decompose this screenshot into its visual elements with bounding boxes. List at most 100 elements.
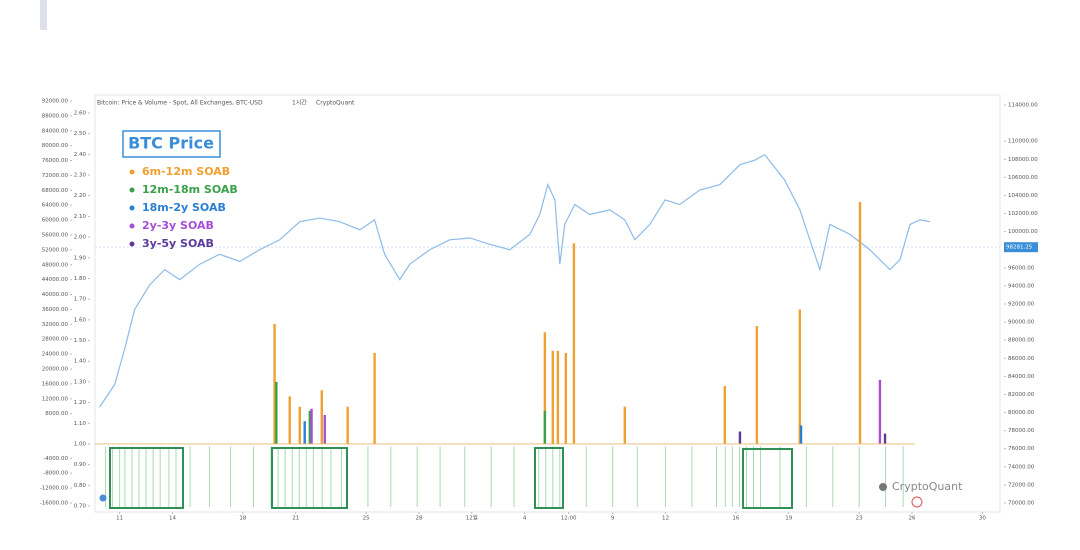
soab-bar [551, 350, 554, 444]
yticks-label: 1.90 [74, 255, 87, 261]
x-tick-label: 18 [239, 516, 246, 522]
x-tick-label: 26 [908, 516, 915, 522]
replay-icon [911, 496, 923, 508]
y3ticks-label: 84000.00 [42, 128, 69, 134]
soab-bar [320, 390, 323, 444]
soab-bar [373, 352, 376, 444]
watermark-logo [879, 483, 887, 491]
soab-bar [310, 408, 313, 444]
y3ticks-label: -12000.00 [40, 486, 69, 492]
yticks-label: 1.10 [74, 421, 87, 427]
soab-bar [858, 201, 862, 444]
y3ticks-label: 8000.00 [45, 411, 68, 417]
soab-bar [298, 406, 301, 444]
legend-label: 18m-2y SOAB [142, 201, 226, 214]
highlight-box [742, 448, 793, 509]
yticks-label: 2.20 [74, 193, 87, 199]
x-tick-label: 16 [732, 516, 739, 522]
y3ticks-label: 80000.00 [42, 143, 69, 149]
x-tick-label: 12:00 [561, 516, 577, 522]
last-price-label: 98281.25 [1006, 245, 1033, 251]
yticks-label: 1.40 [74, 359, 87, 365]
y2ticks-label: 90000.00 [1008, 320, 1035, 326]
y2ticks-label: 104000.00 [1008, 193, 1038, 199]
soab-bar [543, 410, 547, 444]
soab-bar [883, 433, 887, 444]
legend-dot [129, 169, 135, 175]
x-tick-label: 14 [169, 516, 176, 522]
y2ticks-label: 94000.00 [1008, 283, 1035, 289]
x-tick-label: 11 [116, 516, 123, 522]
y2ticks-label: 96000.00 [1008, 265, 1035, 271]
soab-bar [275, 381, 278, 444]
chart-source: CryptoQuant [316, 100, 355, 107]
y2ticks-label: 106000.00 [1008, 175, 1038, 181]
legend-dot [129, 241, 135, 247]
y2ticks-label: 78000.00 [1008, 428, 1035, 434]
yticks-label: 2.30 [74, 173, 87, 179]
highlight-box [534, 447, 564, 509]
yticks-label: 1.50 [74, 338, 87, 344]
soab-bar [623, 406, 626, 444]
soab-bar [556, 350, 560, 444]
soab-bar [572, 243, 576, 444]
yticks-label: 0.70 [74, 504, 87, 510]
x-tick-label: 19 [785, 516, 792, 522]
yticks-label: 1.60 [74, 317, 87, 323]
yticks-label: 2.60 [74, 111, 87, 117]
soab-bar [798, 309, 802, 444]
x-tick-label: 21 [292, 516, 299, 522]
y3ticks-label: 28000.00 [42, 337, 69, 343]
yticks-label: 2.00 [74, 235, 87, 241]
y3ticks-label: 76000.00 [42, 158, 69, 164]
x-tick-label: 4 [523, 516, 527, 522]
chart-subtitle: 1시간 [292, 99, 307, 107]
y3ticks-label: 68000.00 [42, 188, 69, 194]
y3ticks-label: 48000.00 [42, 262, 69, 268]
y3ticks-label: -8000.00 [43, 471, 68, 477]
soab-bar [303, 421, 306, 444]
x-tick-label: 9 [611, 516, 615, 522]
y3ticks-label: 24000.00 [42, 352, 69, 358]
yticks-label: 2.10 [74, 214, 87, 220]
y3ticks-label: 32000.00 [42, 322, 69, 328]
legend-title: BTC Price [128, 134, 214, 153]
yticks-label: 1.30 [74, 379, 87, 385]
legend-label: 2y-3y SOAB [142, 219, 214, 232]
y2ticks-label: 100000.00 [1008, 229, 1038, 235]
y2ticks-label: 80000.00 [1008, 410, 1035, 416]
x-tick-label: 12 [662, 516, 669, 522]
price-line [99, 153, 931, 408]
cloud-icon [99, 494, 107, 502]
legend-dot [129, 187, 135, 193]
y2ticks-label: 86000.00 [1008, 356, 1035, 362]
soab-bar [564, 352, 568, 444]
yticks-label: 1.70 [74, 297, 87, 303]
x-tick-label: 12월 [466, 514, 478, 522]
y2ticks-label: 102000.00 [1008, 211, 1038, 217]
x-tick-label: 30 [979, 516, 986, 522]
soab-bar [543, 332, 547, 444]
soab-bar [878, 379, 882, 444]
soab-bar [799, 425, 803, 444]
yticks-label: 1.20 [74, 400, 87, 406]
y2ticks-label: 76000.00 [1008, 446, 1035, 452]
y3ticks-label: 20000.00 [42, 367, 69, 373]
y2ticks-label: 110000.00 [1008, 139, 1038, 145]
y3ticks-label: 16000.00 [42, 381, 69, 387]
x-tick-label: 28 [415, 516, 422, 522]
legend-label: 3y-5y SOAB [142, 237, 214, 250]
x-tick-label: 23 [856, 516, 863, 522]
soab-bar [723, 386, 727, 444]
y3ticks-label: 64000.00 [42, 203, 69, 209]
y3ticks-label: -16000.00 [40, 501, 69, 507]
y3ticks-label: 44000.00 [42, 277, 69, 283]
yticks-label: 1.80 [74, 276, 87, 282]
decor-bar [40, 0, 47, 30]
last-price-box [1004, 242, 1038, 253]
soab-bar [346, 406, 349, 444]
y3ticks-label: 72000.00 [42, 173, 69, 179]
highlight-box [109, 447, 184, 509]
y2ticks-label: 108000.00 [1008, 157, 1038, 163]
y2ticks-label: 92000.00 [1008, 302, 1035, 308]
